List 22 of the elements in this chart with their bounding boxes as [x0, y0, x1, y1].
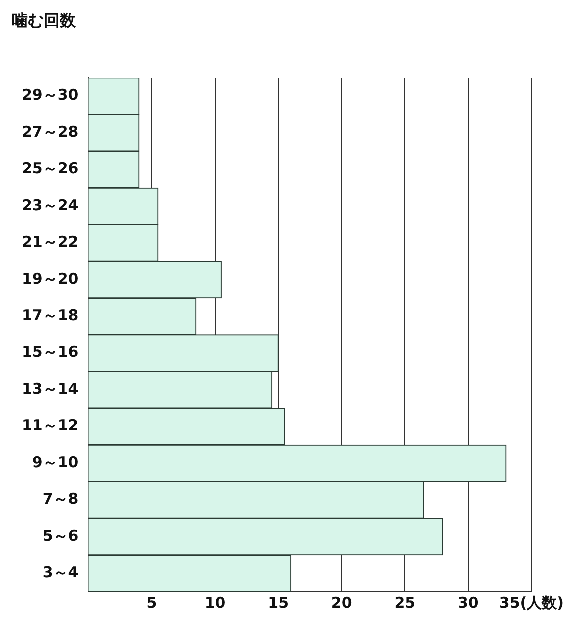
- x-tick-label: 25: [394, 594, 416, 612]
- x-tick-label: 10: [204, 594, 226, 612]
- x-tick-label: 5: [146, 594, 158, 612]
- y-tick-label: 9～10: [32, 453, 79, 472]
- y-tick-label: 23～24: [22, 196, 79, 214]
- x-tick-label: 35(人数): [499, 594, 564, 612]
- y-tick-label: 21～22: [22, 233, 79, 252]
- y-tick-label: 17～18: [22, 306, 79, 325]
- y-axis-title: 噛む回数: [12, 11, 77, 30]
- y-tick-label: 25～26: [22, 160, 79, 178]
- x-tick-label: 15: [268, 594, 290, 612]
- y-tick-label: 19～20: [22, 270, 79, 288]
- y-tick-label: 15～16: [22, 343, 79, 362]
- x-tick-label: 30: [458, 594, 479, 612]
- y-tick-label: 27～28: [22, 122, 79, 141]
- y-tick-label: 7～8: [42, 490, 79, 508]
- y-tick-label: 3～4: [42, 564, 79, 582]
- y-tick-label: 11～12: [22, 416, 79, 435]
- y-tick-label: 29～30: [22, 86, 79, 104]
- x-tick-label: 20: [331, 594, 352, 612]
- y-tick-label: 13～14: [22, 380, 79, 398]
- y-tick-label: 5～6: [42, 526, 79, 545]
